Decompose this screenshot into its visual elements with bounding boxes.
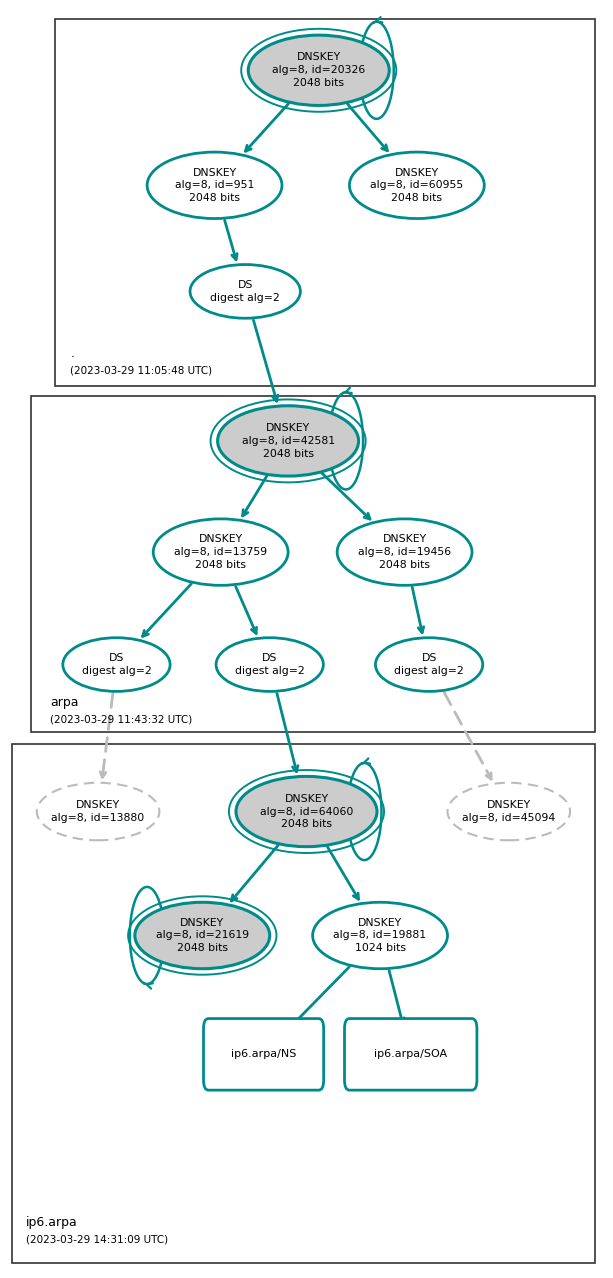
Text: DNSKEY
alg=8, id=19456
2048 bits: DNSKEY alg=8, id=19456 2048 bits (358, 534, 451, 570)
Bar (31, 396, 595, 732)
Text: DNSKEY
alg=8, id=21619
2048 bits: DNSKEY alg=8, id=21619 2048 bits (156, 918, 249, 953)
Text: DS
digest alg=2: DS digest alg=2 (235, 653, 305, 676)
Ellipse shape (216, 638, 324, 691)
Ellipse shape (190, 265, 300, 318)
Ellipse shape (248, 35, 389, 105)
Text: DNSKEY
alg=8, id=19881
1024 bits: DNSKEY alg=8, id=19881 1024 bits (333, 918, 427, 953)
Text: (2023-03-29 14:31:09 UTC): (2023-03-29 14:31:09 UTC) (26, 1235, 168, 1245)
Text: ip6.arpa/NS: ip6.arpa/NS (231, 1049, 296, 1059)
Text: arpa: arpa (50, 697, 78, 709)
Text: ip6.arpa: ip6.arpa (26, 1217, 77, 1229)
FancyBboxPatch shape (204, 1019, 324, 1090)
Text: DNSKEY
alg=8, id=60955
2048 bits: DNSKEY alg=8, id=60955 2048 bits (370, 167, 463, 203)
Text: DS
digest alg=2: DS digest alg=2 (82, 653, 151, 676)
Bar (12, 744, 595, 1263)
Text: DS
digest alg=2: DS digest alg=2 (210, 280, 280, 303)
Text: DS
digest alg=2: DS digest alg=2 (394, 653, 464, 676)
Bar (55, 19, 595, 386)
Text: DNSKEY
alg=8, id=13759
2048 bits: DNSKEY alg=8, id=13759 2048 bits (174, 534, 267, 570)
Text: DNSKEY
alg=8, id=20326
2048 bits: DNSKEY alg=8, id=20326 2048 bits (272, 52, 365, 88)
Text: (2023-03-29 11:43:32 UTC): (2023-03-29 11:43:32 UTC) (50, 714, 192, 725)
Ellipse shape (147, 152, 282, 219)
Text: DNSKEY
alg=8, id=42581
2048 bits: DNSKEY alg=8, id=42581 2048 bits (242, 423, 335, 459)
Text: DNSKEY
alg=8, id=951
2048 bits: DNSKEY alg=8, id=951 2048 bits (175, 167, 254, 203)
Text: (2023-03-29 11:05:48 UTC): (2023-03-29 11:05:48 UTC) (70, 366, 213, 376)
Ellipse shape (337, 519, 472, 585)
Text: .: . (70, 348, 75, 360)
Ellipse shape (218, 406, 359, 475)
Ellipse shape (375, 638, 483, 691)
Ellipse shape (236, 777, 377, 846)
Text: DNSKEY
alg=8, id=45094: DNSKEY alg=8, id=45094 (462, 800, 555, 823)
FancyBboxPatch shape (345, 1019, 477, 1090)
Ellipse shape (447, 782, 570, 841)
Ellipse shape (313, 902, 447, 969)
Ellipse shape (63, 638, 170, 691)
Text: DNSKEY
alg=8, id=64060
2048 bits: DNSKEY alg=8, id=64060 2048 bits (260, 794, 353, 829)
Ellipse shape (349, 152, 484, 219)
Text: DNSKEY
alg=8, id=13880: DNSKEY alg=8, id=13880 (51, 800, 145, 823)
Text: ip6.arpa/SOA: ip6.arpa/SOA (374, 1049, 447, 1059)
Ellipse shape (153, 519, 288, 585)
Ellipse shape (135, 902, 270, 969)
Ellipse shape (37, 782, 159, 841)
